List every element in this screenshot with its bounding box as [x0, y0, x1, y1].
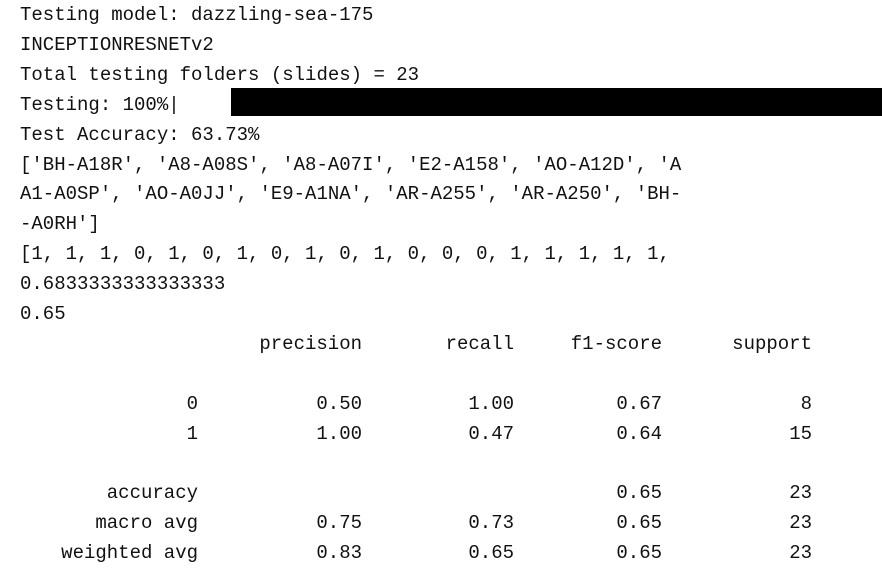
log-line: 0.65 — [20, 303, 66, 325]
log-line: A1-A0SP', 'AO-A0JJ', 'E9-A1NA', 'AR-A255… — [20, 183, 682, 206]
report-row-label: 0 — [186, 392, 198, 415]
report-header: f1-score — [570, 332, 662, 355]
report-cell: 15 — [789, 422, 812, 445]
report-header: support — [732, 332, 812, 355]
report-cell: 8 — [800, 392, 812, 415]
report-cell: 0.65 — [616, 542, 662, 565]
report-cell: 0.83 — [316, 542, 362, 565]
report-cell: 0.75 — [316, 512, 362, 535]
report-row-label: weighted avg — [61, 542, 198, 565]
report-cell: 0.67 — [616, 392, 662, 415]
log-line: Testing: 100%| — [20, 93, 180, 116]
log-line: Testing model: dazzling-sea-175 — [20, 4, 374, 26]
report-cell: 0.50 — [316, 392, 362, 415]
log-line: ['BH-A18R', 'A8-A08S', 'A8-A07I', 'E2-A1… — [20, 153, 682, 176]
report-cell: 0.47 — [468, 422, 514, 445]
log-line: INCEPTIONRESNETv2 — [20, 33, 214, 56]
log-line: Total testing folders (slides) = 23 — [20, 63, 420, 86]
log-line: -A0RH'] — [20, 213, 100, 236]
report-header: recall — [445, 332, 514, 355]
report-cell: 0.73 — [468, 512, 514, 535]
log-line: [1, 1, 1, 0, 1, 0, 1, 0, 1, 0, 1, 0, 0, … — [20, 243, 670, 266]
progress-bar — [231, 88, 882, 116]
report-row-label: accuracy — [106, 482, 198, 505]
report-cell: 1.00 — [468, 392, 514, 415]
report-cell: 0.65 — [616, 512, 662, 535]
report-cell: 0.64 — [616, 422, 662, 445]
report-row-label: macro avg — [95, 512, 198, 535]
report-row-label: 1 — [186, 422, 198, 445]
report-cell: 23 — [789, 542, 812, 565]
report-cell: 23 — [789, 482, 812, 505]
report-cell: 0.65 — [616, 482, 662, 505]
report-header: precision — [259, 332, 362, 355]
report-cell: 23 — [789, 512, 812, 535]
log-line: Test Accuracy: 63.73% — [20, 123, 260, 146]
log-line: 0.6833333333333333 — [20, 273, 226, 296]
report-cell: 1.00 — [316, 422, 362, 445]
report-cell: 0.65 — [468, 542, 514, 565]
